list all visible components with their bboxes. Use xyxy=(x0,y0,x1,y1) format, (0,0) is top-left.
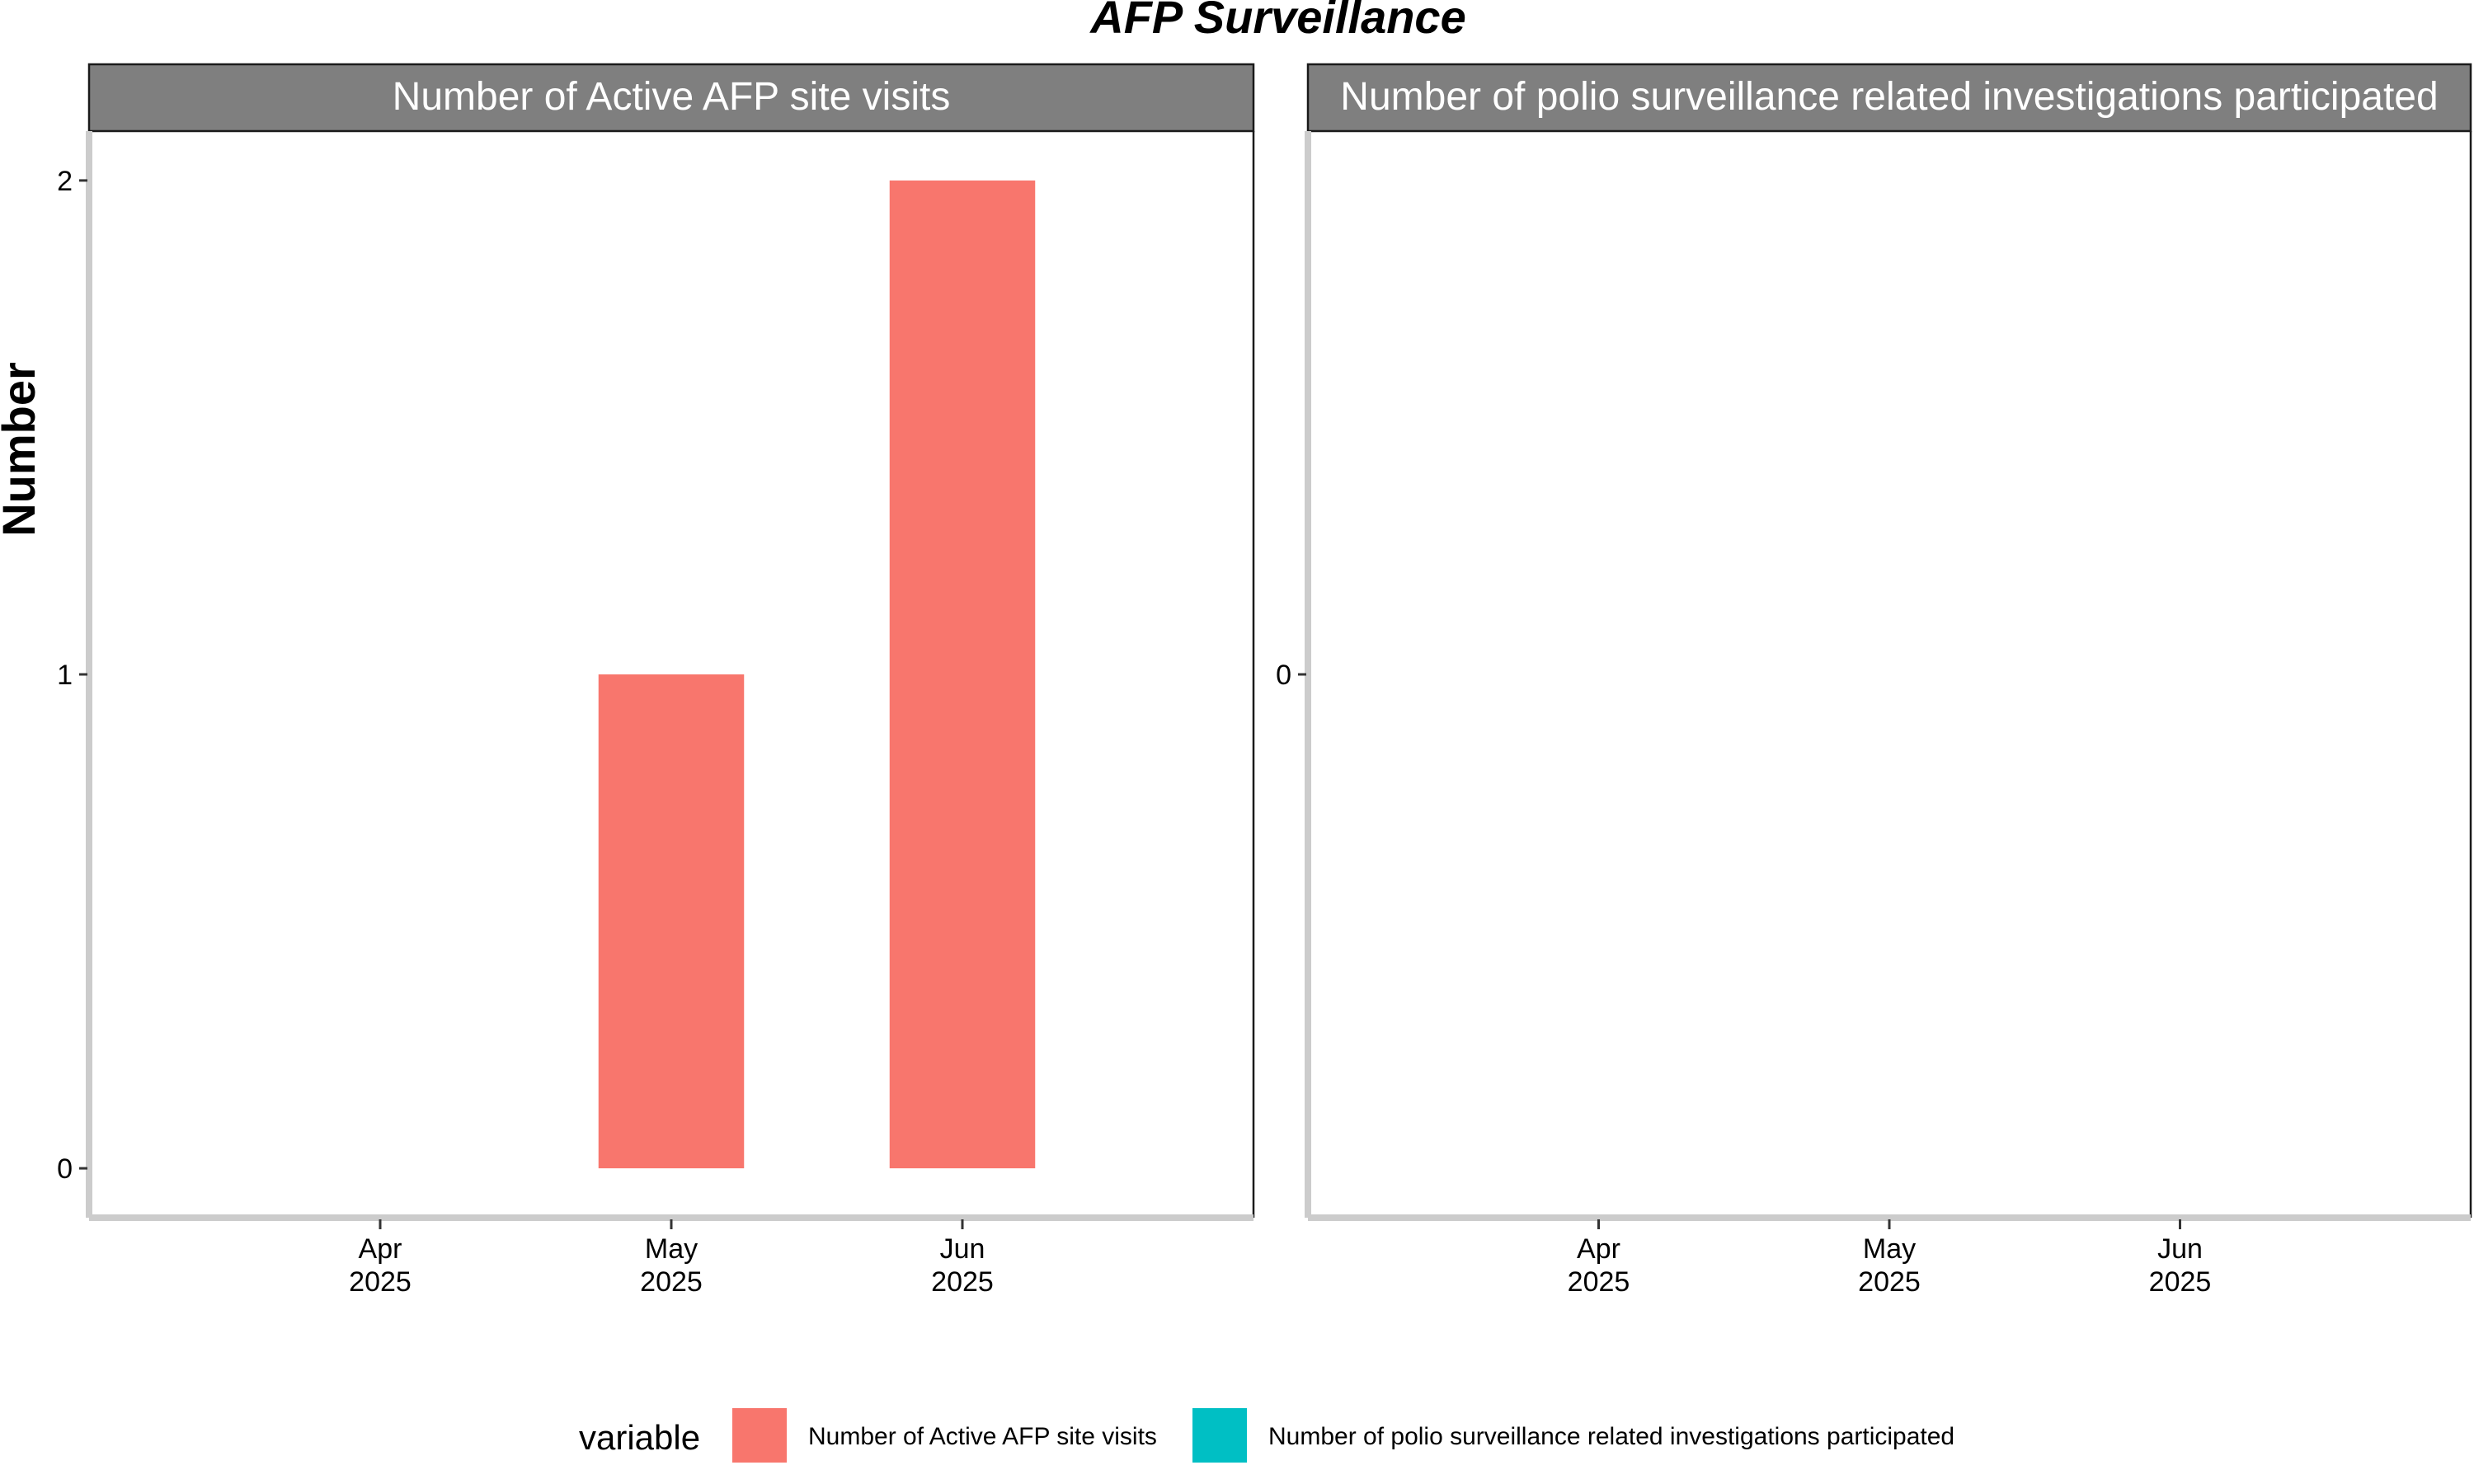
legend-label-2: Number of polio surveillance related inv… xyxy=(1268,1423,1954,1450)
facet-strip xyxy=(1306,63,2472,133)
legend-key-2 xyxy=(1192,1408,1247,1463)
bar-2 xyxy=(598,674,745,1169)
legend: variable Number of Active AFP site visit… xyxy=(579,1408,1954,1463)
legend-key-1 xyxy=(732,1408,787,1463)
y-axis-label: Number xyxy=(0,362,45,537)
bar-3 xyxy=(889,180,1036,1169)
x-tick-label: May 2025 xyxy=(640,1233,703,1298)
facet-strip xyxy=(87,63,1255,133)
facet-strip-label: Number of polio surveillance related inv… xyxy=(1340,75,2438,119)
x-tick-label: Jun 2025 xyxy=(2149,1233,2212,1298)
legend-title: variable xyxy=(579,1418,700,1457)
y-tick-label: 2 xyxy=(57,166,73,197)
x-tick-label: Apr 2025 xyxy=(349,1233,412,1298)
facet-strip-label: Number of Active AFP site visits xyxy=(393,75,951,119)
x-tick-label: Apr 2025 xyxy=(1568,1233,1630,1298)
chart-title: AFP Surveillance xyxy=(1089,0,1465,43)
x-tick-label: May 2025 xyxy=(1858,1233,1921,1298)
y-tick-label: 0 xyxy=(1276,660,1291,691)
facet-panel-1: Number of Active AFP site visits 0 1 2 Apr 20… xyxy=(57,63,1255,1298)
facets: Number of Active AFP site visits 0 1 2 Apr 20… xyxy=(57,63,2472,1298)
legend-label-1: Number of Active AFP site visits xyxy=(808,1423,1157,1450)
plot-area xyxy=(1308,131,2471,1218)
y-tick-label: 1 xyxy=(57,660,73,691)
y-tick-label: 0 xyxy=(57,1153,73,1185)
x-tick-label: Jun 2025 xyxy=(931,1233,994,1298)
facet-panel-2: Number of polio surveillance related inv… xyxy=(1276,63,2472,1298)
